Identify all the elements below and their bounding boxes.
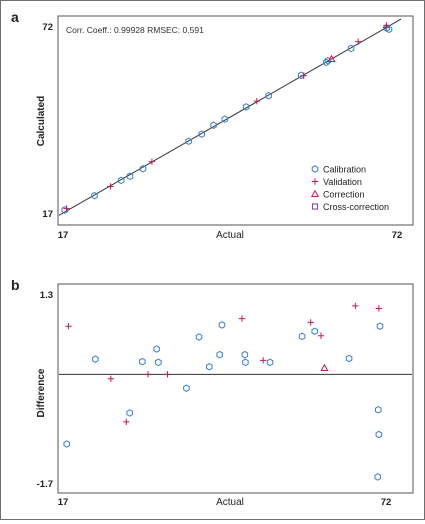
panel-b-xtick-min: 17 <box>58 497 69 508</box>
panel-b-calibration-point-16 <box>345 354 353 363</box>
panel-b-calibration-point-6 <box>183 384 190 393</box>
panel-a-reference-line <box>58 18 402 216</box>
panel-b-calibration-point-7 <box>195 333 203 341</box>
panel-a-marks-group <box>61 22 393 214</box>
panel-b-calibration-point-19 <box>375 430 383 439</box>
panel-a-plot-area <box>57 15 414 226</box>
panel-a-calibration-point-4 <box>139 165 147 173</box>
panel-a-ytick-max: 72 <box>42 22 53 33</box>
panel-b-calibration-point-12 <box>242 358 249 367</box>
panel-a-xtick-max: 72 <box>392 230 403 241</box>
panel-b-calibration-point-10 <box>218 321 226 329</box>
panel-b-calibration-point-15 <box>311 327 318 336</box>
panel-b-calibration-point-1 <box>92 355 99 363</box>
legend-marker-validation <box>311 178 319 185</box>
panel-a: a Corr. Coeff.: 0.99928 RMSEC: 0.591 72 … <box>11 9 414 241</box>
panel-a-calibration-point-3 <box>126 172 134 181</box>
panel-a-correction-point-0 <box>327 54 336 63</box>
panel-b-calibration-point-5 <box>155 358 162 367</box>
panel-b-x-axis-label: Actual <box>216 497 244 508</box>
panel-b-validation-point-8 <box>317 332 325 339</box>
panel-b-plot-area <box>57 283 414 494</box>
panel-a-validation-point-2 <box>148 158 156 165</box>
panel-a-xtick-min: 17 <box>58 230 69 241</box>
panel-b-validation-point-5 <box>238 315 246 322</box>
panel-a-validation-point-3 <box>253 97 261 105</box>
panel-b-label: b <box>11 277 20 293</box>
panel-b-validation-point-3 <box>144 371 152 378</box>
panel-b-calibration-point-2 <box>126 409 133 417</box>
panel-b-validation-point-6 <box>259 357 267 364</box>
panel-a-calibration-point-2 <box>117 176 125 185</box>
panel-a-validation-point-0 <box>63 205 70 212</box>
panel-b-calibration-point-20 <box>376 322 384 330</box>
panel-b-validation-point-1 <box>107 375 115 382</box>
panel-a-calibration-point-6 <box>198 130 205 138</box>
panel-a-legend: Calibration Validation Correction Cross-cor… <box>310 165 389 212</box>
panel-a-calibration-point-1 <box>91 191 98 200</box>
panel-a-reference-line-group <box>58 18 402 216</box>
legend-marker-calibration <box>311 165 319 173</box>
panel-a-ytick-min: 17 <box>42 209 53 220</box>
panel-a-validation-point-5 <box>354 38 362 45</box>
panel-a-calibration-point-10 <box>265 91 272 100</box>
panel-b-ytick-min: -1.7 <box>37 479 53 490</box>
panel-b-calibration-point-18 <box>375 406 382 414</box>
legend-label-correction: Correction <box>323 190 365 200</box>
panel-b-calibration-point-14 <box>298 332 306 341</box>
panel-a-label: a <box>11 9 19 25</box>
panel-b-calibration-point-8 <box>206 362 213 371</box>
panel-b-calibration-point-0 <box>63 440 70 448</box>
panel-a-calibration-point-9 <box>242 103 250 111</box>
panel-a-y-axis-label: Calculated <box>36 96 47 147</box>
panel-a-calibration-point-5 <box>185 137 192 146</box>
panel-a-stats-text: Corr. Coeff.: 0.99928 RMSEC: 0.591 <box>66 25 204 35</box>
panel-b-ytick-max: 1.3 <box>40 290 53 301</box>
panel-b-marks-group <box>63 302 384 481</box>
panel-a-validation-point-4 <box>300 72 307 79</box>
panel-b-calibration-point-3 <box>139 357 146 366</box>
panel-a-validation-point-1 <box>107 183 114 190</box>
legend-label-cross-correction: Cross-correction <box>323 202 389 212</box>
legend-label-validation: Validation <box>323 177 362 187</box>
panel-b-calibration-point-13 <box>266 358 274 367</box>
panel-b-validation-point-2 <box>123 418 130 426</box>
panel-b-y-axis-label: Difference <box>36 368 47 417</box>
panel-b-validation-point-9 <box>352 302 359 310</box>
panel-b-calibration-point-9 <box>216 350 223 359</box>
panel-a-calibration-point-8 <box>221 115 229 123</box>
panel-a-calibration-point-7 <box>210 121 217 130</box>
panel-b-correction-point-0 <box>320 363 329 372</box>
legend-label-calibration: Calibration <box>323 165 366 175</box>
panel-b-validation-point-0 <box>65 323 72 330</box>
panel-b-validation-point-7 <box>307 319 314 326</box>
panel-b: b 1.3 -1.7 17 72 Actual Difference <box>11 277 414 508</box>
legend-marker-cross-correction <box>311 203 319 210</box>
panel-b-calibration-point-17 <box>374 473 381 481</box>
panel-a-calibration-point-13 <box>324 56 332 65</box>
panel-b-validation-point-4 <box>164 371 171 378</box>
panel-b-calibration-point-11 <box>241 350 249 359</box>
panel-a-calibration-point-14 <box>347 44 355 53</box>
panel-a-x-axis-label: Actual <box>216 230 244 241</box>
panel-a-validation-point-7 <box>383 22 390 29</box>
panel-b-validation-point-10 <box>375 305 383 312</box>
legend-marker-correction <box>310 189 320 198</box>
panel-b-calibration-point-4 <box>153 345 160 353</box>
panel-b-xtick-max: 72 <box>381 497 392 508</box>
